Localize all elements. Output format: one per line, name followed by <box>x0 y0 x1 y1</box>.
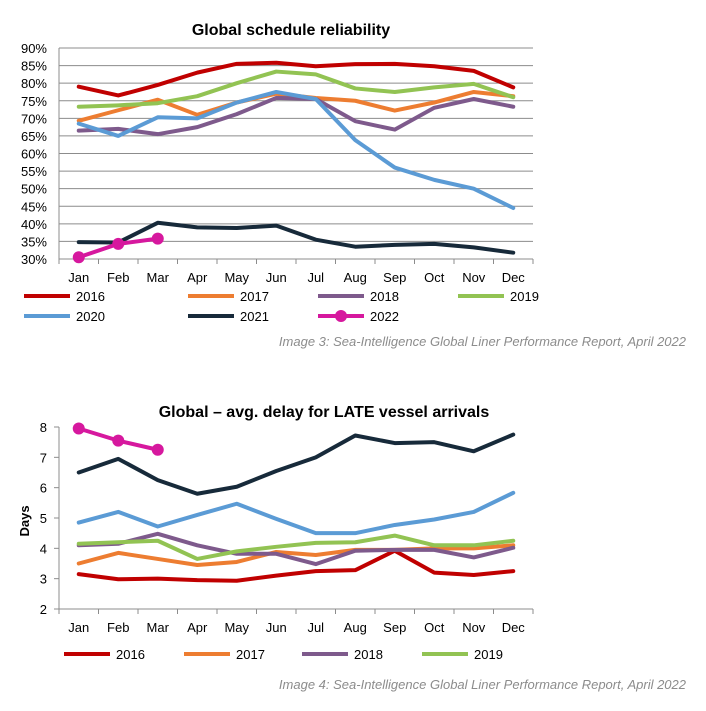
series-line-2016 <box>76 60 516 98</box>
y-tick-label: 75% <box>21 94 47 109</box>
series-line-2020 <box>76 490 516 536</box>
x-tick-label: Mar <box>147 620 170 635</box>
y-tick-label: 70% <box>21 111 47 126</box>
x-tick-label: Aug <box>344 270 367 285</box>
legend-label-2018: 2018 <box>370 289 399 304</box>
data-point-2022 <box>151 232 164 245</box>
y-tick-label: 65% <box>21 129 47 144</box>
series-line-2018 <box>76 531 516 567</box>
x-tick-label: Sep <box>383 270 406 285</box>
data-point-2022 <box>72 251 85 264</box>
data-point-2022 <box>72 422 85 435</box>
chart1-legend: 2016 2017 2018 2019 2020 2021 2022 <box>24 289 539 324</box>
legend-label-2020: 2020 <box>76 309 105 324</box>
y-tick-label: 40% <box>21 217 47 232</box>
legend-label-2016: 2016 <box>76 289 105 304</box>
legend-label-2019: 2019 <box>474 647 503 662</box>
chart2-ylabel: Days <box>17 505 32 536</box>
data-point-2022 <box>112 434 125 447</box>
legend-label-2021: 2021 <box>240 309 269 324</box>
chart2-legend: 2016 2017 2018 2019 <box>64 647 503 662</box>
x-tick-label: May <box>224 270 249 285</box>
schedule-reliability-chart: Global schedule reliability 30% 35% 40% 45%… <box>21 22 687 349</box>
y-tick-label: 7 <box>40 450 47 465</box>
legend-label-2016: 2016 <box>116 647 145 662</box>
x-tick-label: Jun <box>266 620 287 635</box>
y-tick-label: 8 <box>40 420 47 435</box>
series-line-2017 <box>76 543 516 568</box>
chart1-x-axis: Jan Feb Mar Apr May Jun Jul Aug Sep Oct Nov Dec <box>68 270 525 285</box>
data-point-2022 <box>151 443 164 456</box>
y-tick-label: 85% <box>21 59 47 74</box>
x-tick-label: Oct <box>424 270 445 285</box>
y-tick-label: 5 <box>40 511 47 526</box>
y-tick-label: 50% <box>21 182 47 197</box>
chart1-gridlines <box>58 47 534 264</box>
chart2-title: Global – avg. delay for LATE vessel arri… <box>159 404 490 421</box>
x-tick-label: Jan <box>68 620 89 635</box>
legend-label-2017: 2017 <box>236 647 265 662</box>
chart1-series <box>72 60 516 264</box>
x-tick-label: Mar <box>147 270 170 285</box>
series-line-2019 <box>76 69 516 109</box>
y-tick-label: 35% <box>21 234 47 249</box>
x-tick-label: Nov <box>462 270 486 285</box>
series-line-2016 <box>76 548 516 583</box>
x-tick-label: Jul <box>307 270 324 285</box>
x-tick-label: Jul <box>307 620 324 635</box>
series-line-2020 <box>76 89 516 211</box>
x-tick-label: May <box>224 620 249 635</box>
chart2-axis-lines <box>54 426 534 614</box>
x-tick-label: Dec <box>502 620 526 635</box>
y-tick-label: 6 <box>40 481 47 496</box>
legend-label-2022: 2022 <box>370 309 399 324</box>
chart2-y-axis: 2 3 4 5 6 7 8 <box>40 420 47 617</box>
data-point-2022 <box>112 237 125 250</box>
x-tick-label: Dec <box>502 270 526 285</box>
y-tick-label: 4 <box>40 541 47 556</box>
x-tick-label: Sep <box>383 620 406 635</box>
chart1-title: Global schedule reliability <box>192 22 390 39</box>
x-tick-label: Apr <box>187 620 208 635</box>
legend-marker-2022 <box>335 310 347 322</box>
y-tick-label: 45% <box>21 199 47 214</box>
y-tick-label: 2 <box>40 602 47 617</box>
y-tick-label: 3 <box>40 572 47 587</box>
legend-label-2018: 2018 <box>354 647 383 662</box>
y-tick-label: 55% <box>21 164 47 179</box>
x-tick-label: Oct <box>424 620 445 635</box>
x-tick-label: Jun <box>266 270 287 285</box>
legend-label-2017: 2017 <box>240 289 269 304</box>
x-tick-label: Nov <box>462 620 486 635</box>
x-tick-label: Feb <box>107 620 129 635</box>
chart1-caption: Image 3: Sea-Intelligence Global Liner P… <box>279 334 687 349</box>
x-tick-label: Jan <box>68 270 89 285</box>
x-tick-label: Apr <box>187 270 208 285</box>
y-tick-label: 30% <box>21 252 47 267</box>
late-arrival-delay-chart: Global – avg. delay for LATE vessel arri… <box>17 404 687 692</box>
series-line-2019 <box>76 533 516 561</box>
series-line-2021 <box>76 220 516 255</box>
chart1-y-axis: 30% 35% 40% 45% 50% 55% 60% 65% 70% 75% 80% 85% 90% <box>21 41 47 267</box>
y-tick-label: 60% <box>21 147 47 162</box>
chart2-x-axis: Jan Feb Mar Apr May Jun Jul Aug Sep Oct Nov Dec <box>68 620 525 635</box>
series-line-2021 <box>76 432 516 496</box>
legend-label-2019: 2019 <box>510 289 539 304</box>
y-tick-label: 90% <box>21 41 47 56</box>
series-line-2018 <box>76 95 516 137</box>
x-tick-label: Aug <box>344 620 367 635</box>
chart2-caption: Image 4: Sea-Intelligence Global Liner P… <box>279 677 687 692</box>
y-tick-label: 80% <box>21 76 47 91</box>
chart2-series <box>72 422 516 583</box>
x-tick-label: Feb <box>107 270 129 285</box>
